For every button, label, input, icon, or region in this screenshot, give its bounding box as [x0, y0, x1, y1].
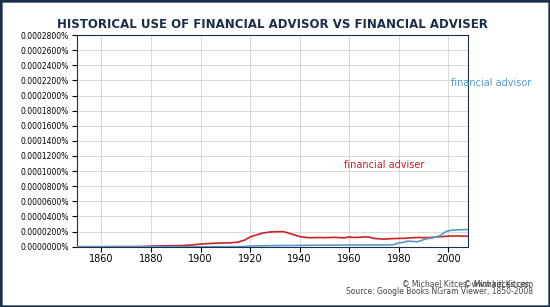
Text: financial advisor: financial advisor: [451, 78, 531, 88]
Title: HISTORICAL USE OF FINANCIAL ADVISOR VS FINANCIAL ADVISER: HISTORICAL USE OF FINANCIAL ADVISOR VS F…: [57, 18, 488, 31]
Text: © Michael Kitces,: © Michael Kitces,: [464, 280, 534, 289]
Text: Source: Google Books NGram Viewer, 1850-2008: Source: Google Books NGram Viewer, 1850-…: [346, 287, 534, 296]
Text: © Michael Kitces, www.kitces.com: © Michael Kitces, www.kitces.com: [403, 280, 534, 289]
Text: financial adviser: financial adviser: [344, 160, 425, 169]
